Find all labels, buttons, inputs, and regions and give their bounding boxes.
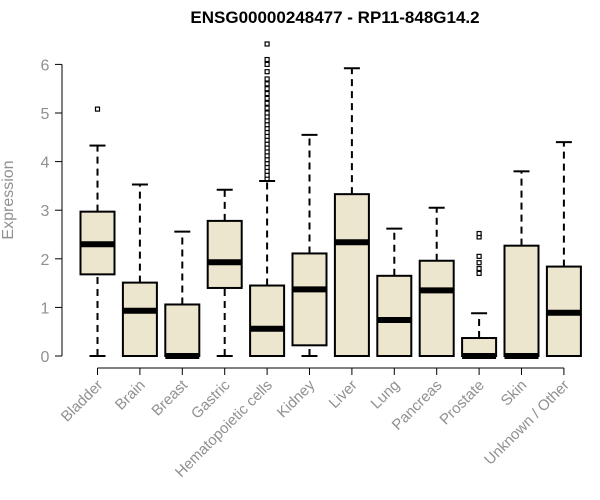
box [164,303,201,358]
box-group [164,230,201,359]
box-group [206,188,243,357]
box [206,219,243,289]
outlier-point [476,260,482,266]
box-group [503,170,540,359]
y-tick-label: 4 [41,155,50,172]
box [333,193,370,357]
outlier-point [476,265,482,272]
box-group [545,141,582,357]
outlier-point [264,41,270,47]
outlier-point [264,81,270,87]
outlier-point [264,90,270,97]
outlier-point [264,95,270,102]
y-tick-label: 6 [41,57,50,74]
box [291,252,328,347]
box-group [249,41,286,357]
x-tick-label: Skin [498,377,531,410]
y-axis-label: Expression [0,160,17,239]
outlier-point [476,230,482,237]
box [376,274,413,357]
box-group [418,206,455,357]
box [249,284,286,357]
y-axis: 0 1 2 3 4 5 6 [41,57,63,366]
box [503,244,540,357]
box [418,259,455,357]
outlier-point [264,61,270,68]
x-tick-label: Brain [112,377,149,414]
y-tick-label: 1 [41,300,50,317]
box [121,281,158,358]
outlier-point [476,253,482,259]
y-tick-label: 5 [41,106,50,123]
outlier-point [264,86,270,92]
x-tick-label: Kidney [274,376,319,421]
box-group [121,183,158,358]
y-tick-label: 0 [41,349,50,366]
y-tick-label: 2 [41,252,50,269]
outlier-point [264,100,270,106]
box-group [333,67,370,357]
x-tick-label: Breast [148,376,191,419]
box-group [291,133,328,357]
outlier-point [476,270,482,276]
outlier-point [264,56,270,63]
box-series [79,41,582,359]
x-tick-label: Liver [326,377,361,412]
chart-title: ENSG00000248477 - RP11-848G14.2 [190,8,479,27]
y-tick-label: 3 [41,203,50,220]
outlier-point [94,106,101,112]
outlier-point [264,110,270,116]
box-group [461,230,498,359]
outlier-point [264,105,270,111]
box-group [376,227,413,357]
x-tick-label: Prostate [436,377,488,429]
box-group [79,106,116,357]
outlier-point [264,69,270,75]
x-tick-label: Lung [368,377,404,413]
x-tick-label: Bladder [58,377,107,426]
outlier-point [264,76,270,82]
